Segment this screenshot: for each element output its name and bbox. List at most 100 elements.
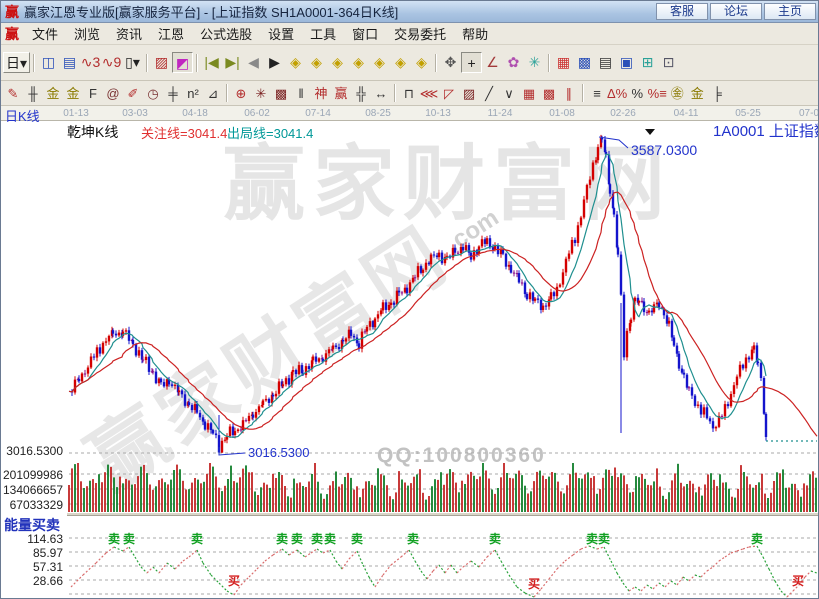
titlebar-button-客服[interactable]: 客服 xyxy=(656,3,708,20)
small-grid-icon[interactable]: ╬ xyxy=(356,85,366,101)
save-icon[interactable]: ▣ xyxy=(619,54,634,70)
gann-cycle-right-icon[interactable]: ◈ xyxy=(311,54,322,70)
trend-line-icon[interactable]: ╱ xyxy=(485,85,493,101)
drag-hand-icon[interactable]: ✥ xyxy=(444,54,457,70)
sell-signal-marker: 卖 xyxy=(108,532,121,546)
toolbar-separator xyxy=(146,53,149,72)
first-bar-icon[interactable]: |◀ xyxy=(204,54,219,70)
date-label-06-02: 06-02 xyxy=(244,108,270,119)
titlebar-button-论坛[interactable]: 论坛 xyxy=(710,3,762,20)
last-bar-icon[interactable]: ▶| xyxy=(225,54,240,70)
gann-cycle-sync-icon[interactable]: ◈ xyxy=(395,54,406,70)
gann-cycle-in-icon[interactable]: ◈ xyxy=(353,54,364,70)
shaded-box-icon[interactable]: ▨ xyxy=(462,85,476,101)
zigzag-icon[interactable]: ∨ xyxy=(504,85,514,101)
menu-item-设置[interactable]: 设置 xyxy=(268,26,295,42)
gann-grid-icon[interactable]: ╫ xyxy=(28,85,38,101)
notes-icon[interactable]: ▤ xyxy=(598,54,613,70)
shen-tool-icon[interactable]: 神 xyxy=(314,85,328,101)
web-icon[interactable]: ✳ xyxy=(255,85,267,101)
angle-measure-icon[interactable]: ∠ xyxy=(486,54,499,70)
sail-icon[interactable]: ⊿ xyxy=(207,85,219,101)
toolbar-separator xyxy=(394,84,396,102)
square-web-icon[interactable]: ▩ xyxy=(274,85,288,101)
gold-grid2-icon[interactable]: 金 xyxy=(66,85,80,101)
prev-bar-icon[interactable]: ◀ xyxy=(248,54,259,70)
calendar-icon[interactable]: ▦ xyxy=(556,54,571,70)
red-grid2-icon[interactable]: ▩ xyxy=(542,85,556,101)
menu-item-文件[interactable]: 文件 xyxy=(32,26,59,42)
share-icon[interactable]: ⊞ xyxy=(641,54,654,70)
n2-icon[interactable]: n² xyxy=(187,85,199,101)
parallel-lines-icon[interactable]: ∥ xyxy=(565,85,573,101)
brush-icon[interactable]: ✐ xyxy=(127,85,139,101)
fib-f-icon[interactable]: F xyxy=(89,85,97,101)
ruler-grid-icon[interactable]: ╪ xyxy=(168,85,178,101)
gann-cycle-out-icon[interactable]: ◈ xyxy=(374,54,385,70)
spiral-icon[interactable]: @ xyxy=(106,85,120,101)
toolbar-separator xyxy=(548,53,551,72)
percent-lines-icon[interactable]: %≡ xyxy=(647,85,667,101)
sell-signal-marker: 卖 xyxy=(598,532,611,546)
ying-tool-icon[interactable]: 赢 xyxy=(334,85,348,101)
gann-pattern-icon[interactable]: ▨ xyxy=(154,54,169,70)
menu-item-帮助[interactable]: 帮助 xyxy=(462,26,489,42)
indicator-tick-label: 57.31 xyxy=(32,560,63,574)
edge-clipped-icon[interactable]: ╞ xyxy=(712,85,722,101)
percent-range-icon[interactable]: Δ% xyxy=(607,85,628,101)
kline-period-label: 日K线 xyxy=(5,109,40,124)
minute-chart-3-icon[interactable]: ∿3 xyxy=(80,54,101,70)
calculator-icon[interactable]: ▩ xyxy=(577,54,592,70)
zoom-window-icon[interactable]: ◫ xyxy=(41,54,56,70)
menu-item-资讯[interactable]: 资讯 xyxy=(116,26,143,42)
fan-lines-icon[interactable]: ⋘ xyxy=(419,85,439,101)
gold-circle-icon[interactable]: ㊎ xyxy=(670,85,684,101)
menu-item-窗口[interactable]: 窗口 xyxy=(352,26,379,42)
date-label-08-25: 08-25 xyxy=(365,108,391,119)
print-icon[interactable]: ⊡ xyxy=(662,54,675,70)
kline-mark-icon[interactable]: ‖ xyxy=(298,85,304,101)
titlebar-button-主页[interactable]: 主页 xyxy=(764,3,816,20)
menu-item-工具[interactable]: 工具 xyxy=(310,26,337,42)
menu-item-交易委托[interactable]: 交易委托 xyxy=(394,26,447,42)
menu-item-公式选股[interactable]: 公式选股 xyxy=(200,26,253,42)
crosshair-icon[interactable]: + xyxy=(461,52,483,73)
percent-icon[interactable]: % xyxy=(631,85,644,101)
sell-signal-marker: 卖 xyxy=(291,532,304,546)
gann-cycle-all-icon[interactable]: ◈ xyxy=(416,54,427,70)
minute-chart-9-icon[interactable]: ∿9 xyxy=(101,54,122,70)
kline-period-dropdown[interactable]: 日▾ xyxy=(3,52,31,73)
window-title: 赢家江恩专业版[赢家服务平台] - [上证指数 SH1A0001-364日K线] xyxy=(24,5,399,20)
gann-cycle-left-icon[interactable]: ◈ xyxy=(290,54,301,70)
candle-style-dropdown[interactable]: ▯▾ xyxy=(125,54,140,70)
low-price-label: 3016.5300 xyxy=(248,445,310,460)
measure-width-icon[interactable]: ↔ xyxy=(374,85,388,101)
volume-profile-icon[interactable]: ◩ xyxy=(172,52,194,73)
date-label-04-18: 04-18 xyxy=(182,108,208,119)
indicator-tick-label: 28.66 xyxy=(32,574,63,588)
pen-tool-icon[interactable]: ✎ xyxy=(7,85,19,101)
sell-signal-marker: 卖 xyxy=(324,532,337,546)
menu-item-浏览[interactable]: 浏览 xyxy=(74,26,101,42)
date-label-07-14: 07-14 xyxy=(305,108,331,119)
pane-separator[interactable] xyxy=(67,512,818,516)
sell-signal-marker: 卖 xyxy=(123,532,136,546)
menu-item-江恩[interactable]: 江恩 xyxy=(158,26,185,42)
flower-tool-icon[interactable]: ✿ xyxy=(507,54,520,70)
time-cycle-icon[interactable]: ◷ xyxy=(147,85,159,101)
gold-grid-icon[interactable]: 金 xyxy=(46,85,60,101)
next-bar-icon[interactable]: ▶ xyxy=(269,54,280,70)
wave-tool-icon[interactable]: ✳ xyxy=(528,54,541,70)
sell-signal-marker: 卖 xyxy=(351,532,364,546)
gann-cycle-both-icon[interactable]: ◈ xyxy=(332,54,343,70)
gold-lines-icon[interactable]: 金 xyxy=(690,85,704,101)
exit-line-label: 出局线=3041.4 xyxy=(227,126,314,141)
box-tool-icon[interactable]: ⊓ xyxy=(403,85,415,101)
sell-signal-marker: 卖 xyxy=(586,532,599,546)
red-grid-icon[interactable]: ▦ xyxy=(522,85,536,101)
fan-box-icon[interactable]: ◸ xyxy=(444,85,454,101)
price-scale-icon[interactable]: ≡ xyxy=(593,85,601,101)
target-icon[interactable]: ⊕ xyxy=(235,85,247,101)
detail-list-icon[interactable]: ▤ xyxy=(62,54,77,70)
